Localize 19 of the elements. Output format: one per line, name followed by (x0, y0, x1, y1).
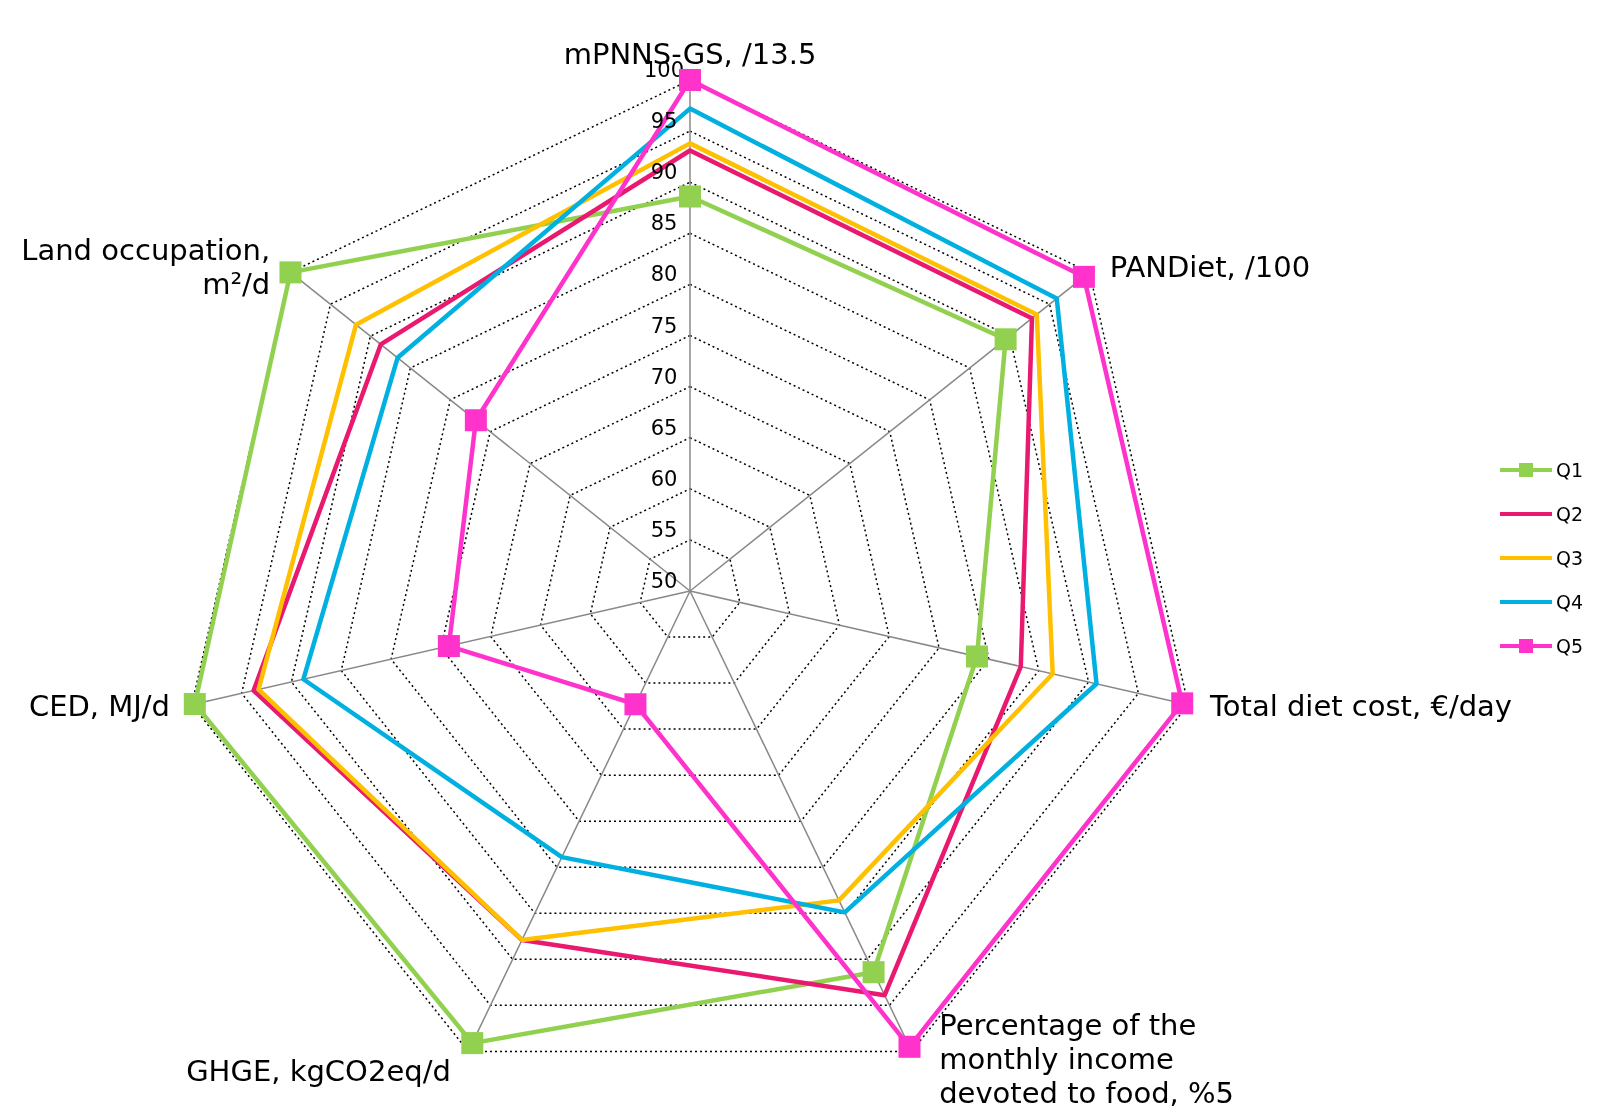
y-tick-label: 70 (650, 364, 678, 389)
y-tick-label: 75 (650, 313, 678, 338)
spoke-label: Land occupation, m²/d (21, 233, 271, 302)
y-tick-label: 85 (650, 211, 678, 236)
spoke-label: PANDiet, /100 (1109, 250, 1311, 285)
y-tick-label: 55 (650, 517, 678, 542)
spoke-label: CED, MJ/d (28, 689, 171, 724)
spoke-label: Total diet cost, €/day (1208, 689, 1512, 724)
y-tick-label: 80 (650, 262, 678, 287)
legend-label: Q5 (1555, 635, 1583, 657)
spoke-label: GHGE, kgCO2eq/d (186, 1053, 451, 1088)
y-tick-label: 50 (650, 569, 678, 593)
legend-label: Q3 (1555, 547, 1583, 569)
spoke-label: Percentage of the monthly income devoted to food, %5 (939, 1007, 1235, 1110)
y-tick-label: 65 (650, 415, 678, 440)
y-tick-label: 60 (650, 466, 678, 491)
legend-label: Q1 (1555, 459, 1583, 481)
legend-label: Q2 (1555, 503, 1583, 525)
legend-label: Q4 (1555, 591, 1583, 613)
